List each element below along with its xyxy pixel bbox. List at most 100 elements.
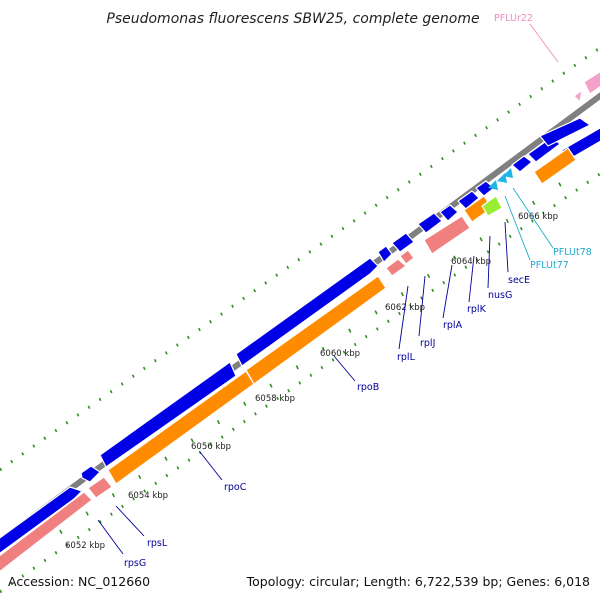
major-tick-10 xyxy=(321,346,326,352)
inner-tick-17 xyxy=(187,458,191,462)
outer-tick-8 xyxy=(87,405,91,409)
inner-tick-10 xyxy=(110,512,113,516)
outer-tick-51 xyxy=(562,71,566,75)
gene-label-PFLUt77[interactable]: PFLUt77 xyxy=(530,260,569,271)
inner-tick-27 xyxy=(298,381,302,385)
major-tick-15 xyxy=(453,255,457,260)
inner-tick-0 xyxy=(0,589,3,594)
inner-tick-3 xyxy=(32,566,36,570)
leader-PFLUt78 xyxy=(512,187,554,249)
gene-label-rpoB[interactable]: rpoB xyxy=(357,382,379,393)
outer-tick-50 xyxy=(551,79,555,83)
backbone-tick-marks xyxy=(59,182,562,534)
outer-tick-46 xyxy=(507,110,511,114)
major-tick-5 xyxy=(190,438,194,443)
leader-rpoB xyxy=(333,355,356,382)
gene-label-rplJ[interactable]: rplJ xyxy=(420,338,435,349)
outer-tick-5 xyxy=(54,428,58,433)
outer-tick-47 xyxy=(518,102,522,107)
inner-tick-43 xyxy=(475,257,479,262)
coord-label-6060: 6060 kbp xyxy=(320,349,360,359)
inner-tick-5 xyxy=(54,551,58,555)
inner-tick-19 xyxy=(209,443,213,447)
inner-tick-26 xyxy=(287,389,291,393)
outer-tick-9 xyxy=(98,397,102,402)
inner-tick-54 xyxy=(597,172,600,177)
major-tick-14 xyxy=(426,273,431,279)
trna-features xyxy=(488,168,513,190)
coordinate-labels: 6052 kbp 6054 kbp 6056 kbp 6058 kbp 6060… xyxy=(65,212,558,551)
gene-label-rplA[interactable]: rplA xyxy=(443,320,463,331)
outer-tick-49 xyxy=(540,87,544,91)
major-tick-16 xyxy=(479,237,483,242)
inner-tick-11 xyxy=(121,504,124,509)
outer-tick-35 xyxy=(385,195,389,200)
major-tick-4 xyxy=(164,456,168,461)
outer-tick-24 xyxy=(264,281,268,285)
outer-tick-13 xyxy=(142,366,146,371)
gene-label-nusG[interactable]: nusG xyxy=(488,290,512,301)
inner-tick-21 xyxy=(231,427,235,431)
leader-rpoC xyxy=(199,451,223,481)
inner-tick-20 xyxy=(220,435,224,439)
gene-feature-rplL-pink xyxy=(385,258,407,277)
major-tick-6 xyxy=(216,419,221,425)
label-leader-lines xyxy=(97,23,559,555)
leader-rpsL xyxy=(115,505,145,537)
trna-arrow-1 xyxy=(488,180,498,190)
gene-label-PFLUt78[interactable]: PFLUt78 xyxy=(553,247,592,258)
inner-tick-32 xyxy=(353,342,357,347)
inner-tick-1 xyxy=(10,581,14,586)
inner-tick-13 xyxy=(143,489,147,493)
inner-tick-12 xyxy=(132,497,136,501)
outer-tick-10 xyxy=(109,389,113,394)
major-tick-17 xyxy=(505,218,510,224)
inner-tick-29 xyxy=(320,365,324,370)
inner-tick-47 xyxy=(519,226,523,231)
leader-rplK xyxy=(468,255,475,303)
inner-tick-8 xyxy=(87,527,91,532)
gene-label-PFLUr22[interactable]: PFLUr22 xyxy=(494,13,533,24)
gene-feature-green xyxy=(481,195,503,217)
leader-rplL xyxy=(398,285,409,350)
inner-tick-51 xyxy=(564,196,568,200)
inner-tick-16 xyxy=(176,466,180,470)
gene-feature-right-orange xyxy=(533,147,577,185)
gene-label-secE[interactable]: secE xyxy=(508,275,530,286)
gene-feature-rpoC-cds xyxy=(99,361,237,468)
gene-label-rplL[interactable]: rplL xyxy=(397,352,416,363)
gene-label-rpsG[interactable]: rpsG xyxy=(124,558,146,569)
outer-tick-32 xyxy=(352,219,356,223)
outer-tick-12 xyxy=(131,374,135,378)
outer-tick-7 xyxy=(76,413,80,417)
outer-tick-0 xyxy=(0,467,3,472)
outer-tick-34 xyxy=(374,203,378,207)
outer-tick-14 xyxy=(153,358,157,363)
outer-tick-27 xyxy=(297,257,301,262)
gene-label-rpoC[interactable]: rpoC xyxy=(224,482,247,493)
gene-feature-small-cds xyxy=(80,465,101,483)
inner-tick-9 xyxy=(98,520,102,524)
accession-text: Accession: NC_012660 xyxy=(8,574,150,589)
gene-feature-rplJ-cds xyxy=(391,232,415,253)
major-tick-19 xyxy=(558,182,562,187)
leader-PFLUr22 xyxy=(529,23,559,63)
gene-feature-cds-c xyxy=(539,117,591,147)
inner-tick-37 xyxy=(409,304,412,308)
gene-label-rpsL[interactable]: rpsL xyxy=(147,538,168,549)
inner-tick-42 xyxy=(464,265,468,269)
inner-tick-35 xyxy=(386,319,390,323)
inner-tick-marks xyxy=(0,172,600,594)
leader-nusG xyxy=(487,235,491,289)
gene-feature-rplK-cds xyxy=(439,204,459,222)
inner-tick-38 xyxy=(420,296,424,300)
outer-tick-44 xyxy=(485,125,488,130)
gene-label-rplK[interactable]: rplK xyxy=(467,304,487,315)
outer-tick-31 xyxy=(341,226,345,231)
inner-tick-30 xyxy=(331,358,335,362)
map-title: Pseudomonas fluorescens SBW25, complete … xyxy=(106,11,479,27)
outer-tick-43 xyxy=(474,133,477,138)
inner-tick-23 xyxy=(254,412,257,416)
outer-tick-23 xyxy=(253,289,257,293)
